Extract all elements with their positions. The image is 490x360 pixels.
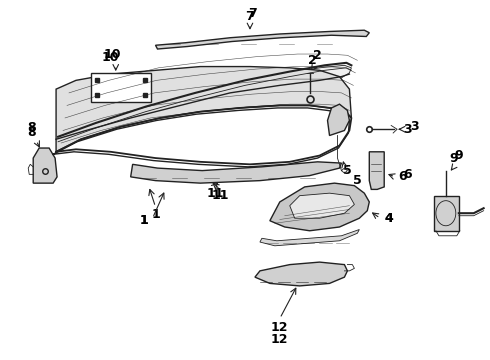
- Text: 10: 10: [102, 51, 120, 64]
- Text: 2: 2: [313, 49, 322, 62]
- Text: 4: 4: [385, 212, 393, 225]
- Polygon shape: [255, 262, 347, 286]
- Text: 11: 11: [206, 187, 224, 200]
- Polygon shape: [434, 196, 459, 231]
- Text: 8: 8: [27, 121, 36, 135]
- Text: 7: 7: [248, 8, 257, 21]
- Text: 2: 2: [308, 54, 317, 67]
- Text: 8: 8: [27, 126, 36, 139]
- Text: 11: 11: [211, 189, 229, 202]
- Text: 4: 4: [385, 212, 393, 225]
- Text: 9: 9: [454, 149, 463, 162]
- Polygon shape: [260, 230, 359, 246]
- Text: 1: 1: [139, 214, 148, 227]
- Text: 3: 3: [403, 123, 412, 136]
- Text: 5: 5: [353, 174, 362, 187]
- Polygon shape: [155, 30, 369, 49]
- Polygon shape: [270, 183, 369, 231]
- Text: 1: 1: [139, 214, 148, 227]
- Polygon shape: [369, 152, 384, 189]
- Text: 5: 5: [343, 164, 352, 177]
- Text: 12: 12: [271, 321, 289, 334]
- Text: 12: 12: [271, 333, 289, 346]
- Polygon shape: [290, 193, 354, 218]
- Text: 3: 3: [410, 120, 418, 133]
- Text: 10: 10: [104, 48, 122, 60]
- Polygon shape: [33, 148, 57, 183]
- Polygon shape: [327, 104, 349, 135]
- Text: 7: 7: [245, 10, 254, 23]
- Text: 9: 9: [449, 152, 458, 165]
- Text: 6: 6: [403, 168, 412, 181]
- Polygon shape: [56, 65, 351, 139]
- Polygon shape: [56, 67, 351, 152]
- Polygon shape: [131, 162, 342, 183]
- Text: 1: 1: [151, 208, 160, 221]
- Polygon shape: [91, 73, 150, 102]
- Text: 6: 6: [398, 170, 406, 183]
